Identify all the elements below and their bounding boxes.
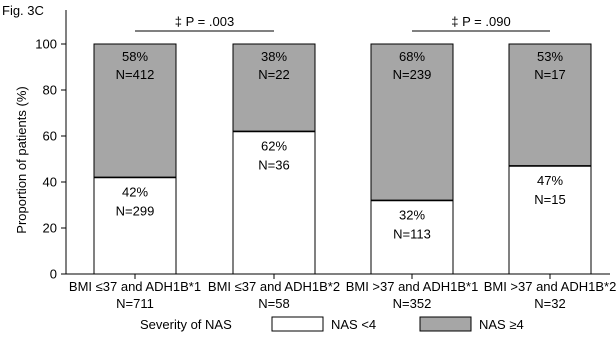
data-label-n-nas-ge4: N=239 xyxy=(393,67,432,82)
significance-label: ‡ P = .003 xyxy=(175,14,234,29)
data-label-pct-nas-ge4: 58% xyxy=(122,49,148,64)
x-tick-n-label: N=352 xyxy=(393,296,432,311)
y-axis-label: Proportion of patients (%) xyxy=(14,86,29,233)
bar-segment-nas-lt4 xyxy=(370,199,454,275)
x-category-labels: BMI ≤37 and ADH1B*1 N=711 BMI ≤37 and ADH1… xyxy=(69,274,616,311)
legend-title: Severity of NAS xyxy=(140,317,232,332)
legend-label-nas-ge4: NAS ≥4 xyxy=(479,317,524,332)
y-tick-label: 40 xyxy=(43,175,57,190)
x-tick-n-label: N=711 xyxy=(116,296,154,311)
data-label-n-nas-ge4: N=17 xyxy=(534,67,565,82)
y-tick-label: 20 xyxy=(43,221,57,236)
significance-annotations: ‡ P = .003 ‡ P = .090 xyxy=(135,14,550,32)
data-label-n-nas-ge4: N=22 xyxy=(258,67,289,82)
y-tick-label: 80 xyxy=(43,83,57,98)
y-tick-label: 100 xyxy=(35,37,57,52)
x-tick-label: BMI ≤37 and ADH1B*2 xyxy=(208,279,340,294)
bar-segment-nas-ge4 xyxy=(508,43,592,167)
significance-label: ‡ P = .090 xyxy=(451,14,510,29)
bar-segment-nas-lt4 xyxy=(93,176,177,275)
y-tick-label: 0 xyxy=(50,267,57,282)
x-tick-n-label: N=32 xyxy=(534,296,565,311)
data-label-n-nas-lt4: N=299 xyxy=(116,203,155,218)
data-label-pct-nas-ge4: 38% xyxy=(261,49,287,64)
data-label-pct-nas-lt4: 47% xyxy=(537,173,563,188)
data-label-n-nas-lt4: N=36 xyxy=(258,157,289,172)
data-label-n-nas-lt4: N=15 xyxy=(534,192,565,207)
data-label-pct-nas-ge4: 68% xyxy=(399,49,425,64)
data-label-n-nas-lt4: N=113 xyxy=(393,226,431,241)
x-tick-label: BMI >37 and ADH1B*2 xyxy=(484,279,616,294)
data-label-n-nas-ge4: N=412 xyxy=(116,67,155,82)
y-ticks: 0 20 40 60 80 100 xyxy=(35,37,66,282)
data-label-pct-nas-lt4: 62% xyxy=(261,138,287,153)
data-label-pct-nas-ge4: 53% xyxy=(537,49,563,64)
x-tick-label: BMI ≤37 and ADH1B*1 xyxy=(69,279,201,294)
legend-label-nas-lt4: NAS <4 xyxy=(331,317,376,332)
data-label-pct-nas-lt4: 32% xyxy=(399,207,425,222)
x-tick-label: BMI >37 and ADH1B*1 xyxy=(346,279,479,294)
legend: Severity of NAS NAS <4 NAS ≥4 xyxy=(140,316,524,332)
bars: 58% N=412 42% N=299 38% N=22 62% N=36 68% N=239 32… xyxy=(93,43,592,275)
data-label-pct-nas-lt4: 42% xyxy=(122,184,148,199)
legend-swatch-nas-lt4 xyxy=(271,316,324,332)
figure-label: Fig. 3C xyxy=(2,3,44,18)
bar-segment-nas-ge4 xyxy=(93,43,177,178)
bar-segment-nas-ge4 xyxy=(370,43,454,201)
legend-swatch-nas-ge4 xyxy=(419,316,472,332)
y-tick-label: 60 xyxy=(43,129,57,144)
x-tick-n-label: N=58 xyxy=(258,296,289,311)
